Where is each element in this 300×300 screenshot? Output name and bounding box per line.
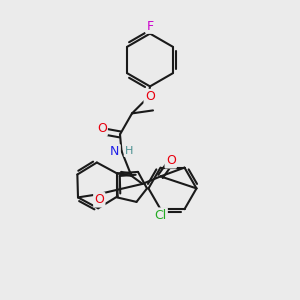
Text: F: F	[146, 20, 154, 33]
Text: O: O	[166, 154, 175, 167]
Text: H: H	[125, 146, 133, 156]
Text: O: O	[94, 193, 104, 206]
Text: O: O	[95, 124, 105, 137]
Text: Cl: Cl	[154, 209, 166, 222]
Text: O: O	[97, 122, 106, 135]
Text: N: N	[110, 145, 120, 158]
Text: O: O	[145, 90, 154, 103]
